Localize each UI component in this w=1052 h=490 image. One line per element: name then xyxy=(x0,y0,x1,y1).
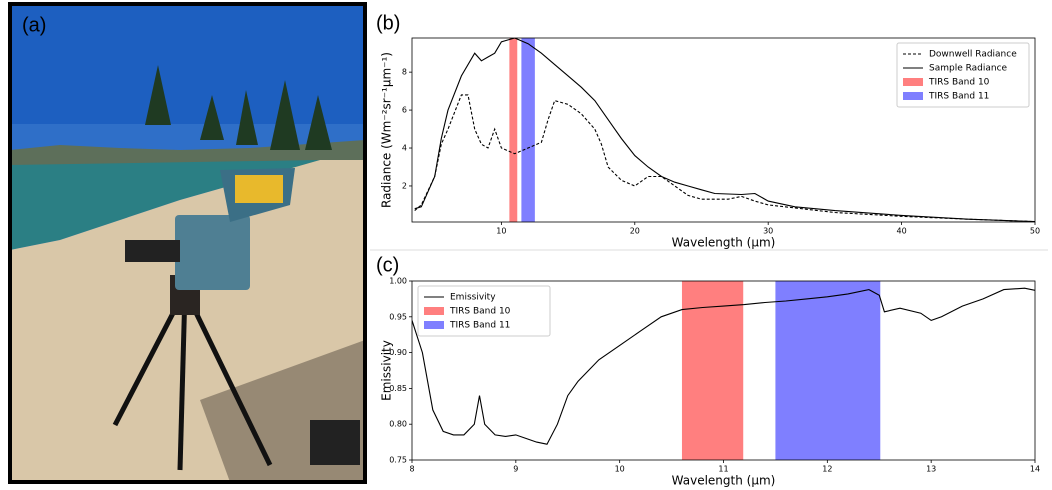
legend-box xyxy=(417,285,551,337)
x-tick-label: 11 xyxy=(718,465,728,474)
legend-box xyxy=(896,42,1030,108)
photo: (a) xyxy=(8,2,367,484)
x-tick-label: 9 xyxy=(513,465,518,474)
legend-patch xyxy=(424,307,444,315)
y-tick-label: 4 xyxy=(402,144,407,153)
photo-trees xyxy=(145,65,332,150)
panel-label: (b) xyxy=(376,12,400,34)
legend-label: Sample Radiance xyxy=(929,64,1008,74)
x-axis-label: Wavelength (μm) xyxy=(672,474,776,488)
x-tick-label: 12 xyxy=(822,465,832,474)
plot-area xyxy=(412,281,1035,460)
x-tick-label: 30 xyxy=(763,227,773,236)
legend-label: TIRS Band 10 xyxy=(449,307,511,317)
x-tick-label: 13 xyxy=(926,465,936,474)
y-tick-label: 6 xyxy=(402,106,407,115)
legend-label: TIRS Band 11 xyxy=(449,321,510,331)
legend-patch xyxy=(903,78,923,86)
photo-instrument xyxy=(175,215,250,290)
photo-battery xyxy=(310,420,360,465)
y-tick-label: 0.75 xyxy=(389,456,407,465)
x-tick-label: 50 xyxy=(1030,227,1040,236)
photo-lens xyxy=(125,240,180,262)
band xyxy=(681,281,744,460)
panel-label: (a) xyxy=(22,14,46,36)
y-axis-label: Emissivity xyxy=(380,340,394,401)
y-axis-label: Radiance (Wm⁻²sr⁻¹μm⁻¹) xyxy=(380,52,394,208)
x-tick-label: 20 xyxy=(630,227,640,236)
x-tick-label: 14 xyxy=(1030,465,1040,474)
band xyxy=(775,281,881,460)
photo-frame xyxy=(8,2,367,484)
x-tick-label: 8 xyxy=(409,465,414,474)
y-tick-label: 0.90 xyxy=(389,348,407,357)
y-tick-label: 0.95 xyxy=(389,312,407,321)
y-tick-label: 0.80 xyxy=(389,420,407,429)
axes-frame xyxy=(411,37,1036,223)
x-tick-label: 10 xyxy=(496,227,506,236)
legend-label: Emissivity xyxy=(450,293,496,303)
y-tick-label: 8 xyxy=(402,68,407,77)
x-tick-label: 10 xyxy=(615,465,625,474)
x-axis-label: Wavelength (μm) xyxy=(672,236,776,250)
series-line xyxy=(412,287,1035,445)
plot-area xyxy=(414,38,1035,222)
y-tick-label: 2 xyxy=(402,181,407,190)
legend-label: TIRS Band 11 xyxy=(928,92,989,102)
y-tick-label: 1.00 xyxy=(389,277,407,286)
series-line xyxy=(414,94,1035,222)
photo-label xyxy=(235,175,283,203)
legend-patch xyxy=(903,92,923,100)
band xyxy=(521,38,535,222)
legend-label: TIRS Band 10 xyxy=(928,78,990,88)
x-tick-label: 40 xyxy=(897,227,907,236)
series-line xyxy=(414,38,1035,222)
band xyxy=(509,38,518,222)
y-tick-label: 0.85 xyxy=(389,384,407,393)
photo-sky-top xyxy=(10,4,365,124)
legend-label: Downwell Radiance xyxy=(929,50,1017,60)
legend-patch xyxy=(424,321,444,329)
panel-label: (c) xyxy=(376,254,399,276)
